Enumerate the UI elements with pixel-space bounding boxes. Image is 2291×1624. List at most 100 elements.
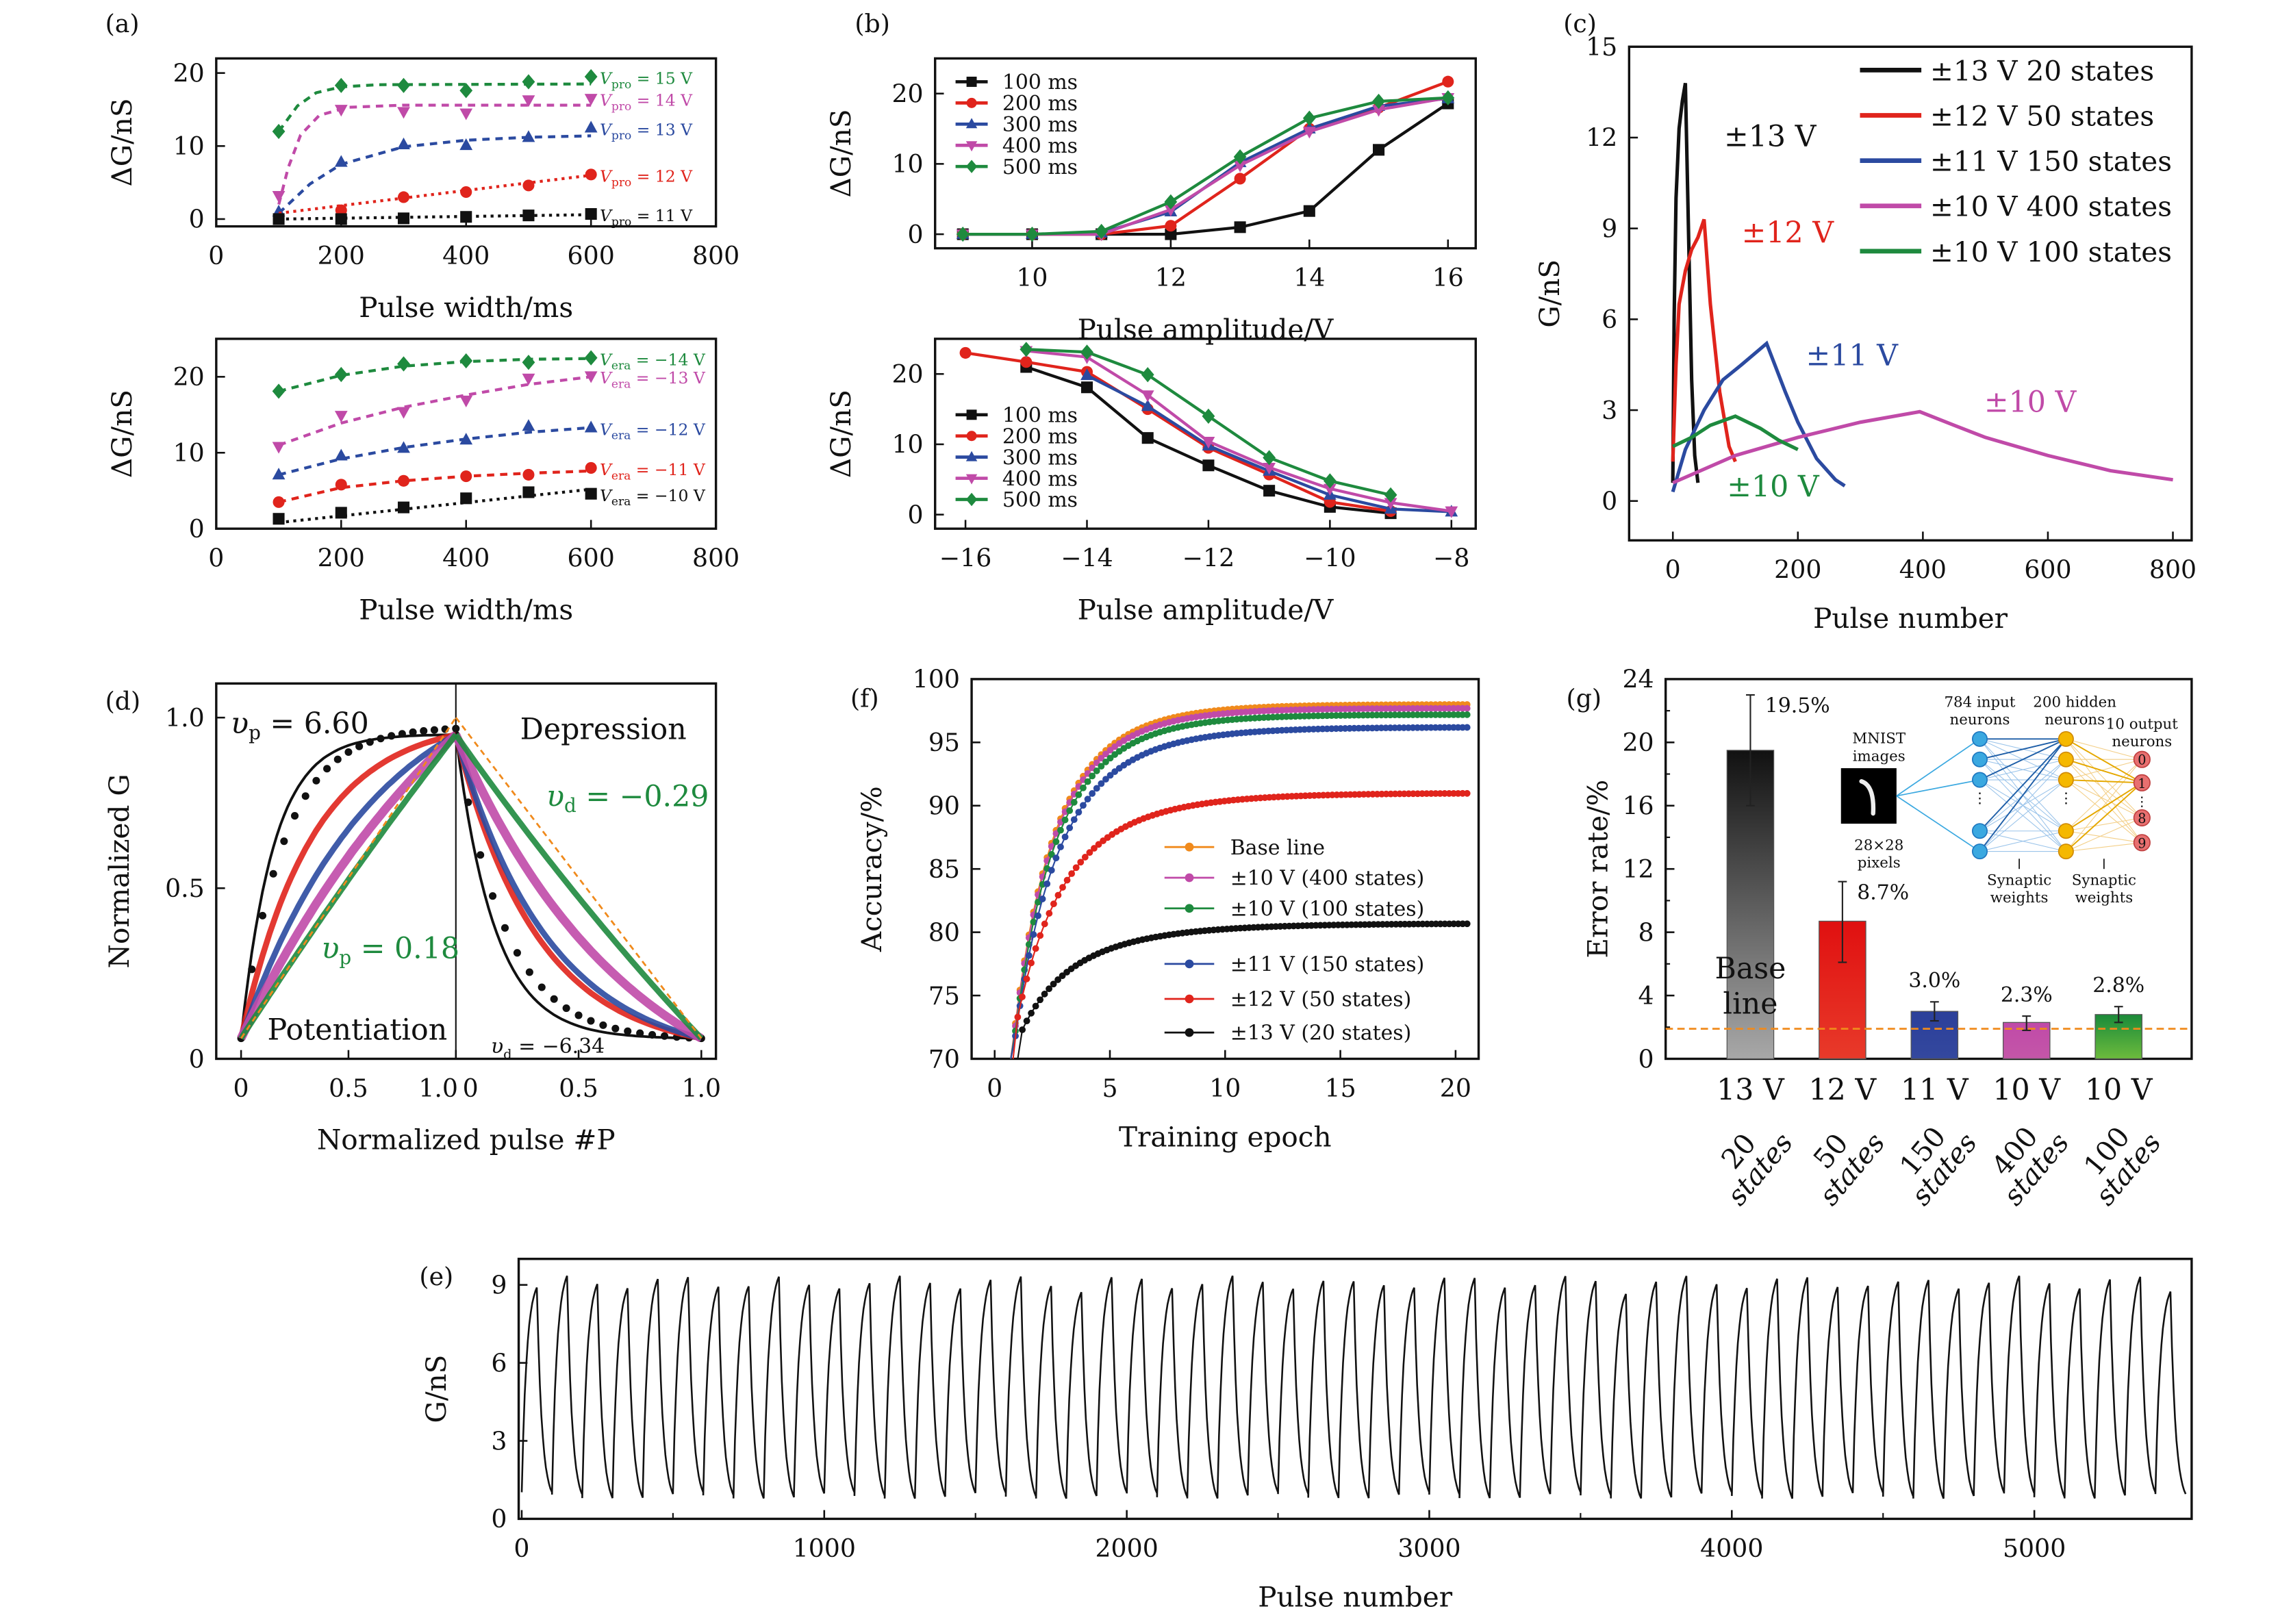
input-neuron — [1971, 843, 1988, 860]
synapse — [1979, 779, 2066, 852]
legend-label: 400 ms — [1002, 134, 1078, 158]
marker-circle — [1075, 809, 1083, 816]
series-label: Vpro = 12 V — [600, 167, 693, 190]
marker-circle — [1106, 772, 1114, 779]
marker-circle — [1028, 1009, 1035, 1017]
marker-circle — [1106, 754, 1114, 762]
fit-parameter: υp = 6.60 — [231, 707, 369, 744]
marker-square — [460, 211, 472, 223]
x-tick-label: −16 — [939, 544, 992, 573]
fit-parameter: υd = −6.34 — [491, 1035, 605, 1063]
marker-triangle-up — [397, 137, 410, 150]
y-tick-label: 95 — [928, 728, 960, 757]
y-tick-label: 6 — [491, 1348, 507, 1378]
y-tick-label: 10 — [891, 149, 923, 179]
category-label: 10 V — [1992, 1073, 2061, 1107]
y-tick-label: 20 — [891, 359, 923, 389]
marker-circle — [624, 1027, 632, 1035]
y-tick-label: 0 — [189, 205, 205, 234]
marker-circle — [1048, 867, 1055, 874]
input-neuron — [1971, 751, 1988, 767]
panel-label: (e) — [419, 1262, 453, 1291]
y-tick-label: 24 — [1622, 665, 1654, 694]
marker-circle — [366, 738, 374, 746]
bar-value-label: 2.8% — [2092, 974, 2144, 998]
marker-triangle-down — [459, 395, 473, 407]
marker-square — [1165, 228, 1177, 240]
marker-circle — [1442, 75, 1454, 88]
depression-label: Depression — [520, 712, 687, 746]
y-tick-label: 16 — [1622, 791, 1654, 821]
series — [237, 724, 705, 1043]
marker-circle — [1463, 920, 1471, 928]
input-connection — [1896, 795, 1980, 852]
marker-triangle-down — [965, 141, 978, 152]
marker-circle — [1014, 1013, 1022, 1021]
x-axis-label: Pulse number — [1258, 1580, 1453, 1613]
synapse — [2066, 817, 2142, 832]
synapse — [2066, 779, 2142, 843]
marker-triangle-up — [584, 420, 598, 433]
chart-e: 0 3 6 9 0 1000 2000 3000 4000 5000 Pulse number G/n… — [419, 1258, 2193, 1613]
inset-label: neurons — [2112, 733, 2172, 750]
marker-diamond — [522, 74, 535, 90]
marker-circle — [1061, 816, 1069, 824]
marker-triangle-down — [1141, 390, 1154, 403]
x-axis-label: Training epoch — [1119, 1120, 1332, 1153]
marker-circle — [398, 730, 406, 738]
legend-label: 200 ms — [1002, 424, 1078, 448]
marker-circle — [959, 346, 972, 359]
marker-circle — [1030, 918, 1037, 926]
y-tick-label: 20 — [1622, 728, 1654, 757]
synapse — [2066, 759, 2142, 832]
marker-circle — [1075, 791, 1083, 798]
potentiation-curve — [238, 731, 457, 1039]
marker-circle — [290, 812, 299, 820]
marker-circle — [1463, 789, 1471, 797]
curve-annotation: ±10 V — [1984, 385, 2077, 420]
subcategory-label: 400states — [1975, 1108, 2075, 1212]
depression-curve — [454, 734, 702, 1040]
series-label: Vera = −10 V — [600, 486, 706, 509]
output-digit: 9 — [2138, 835, 2146, 851]
x-axis-label: Pulse number — [1813, 602, 2008, 635]
y-tick-label: 20 — [891, 79, 923, 108]
marker-circle — [420, 727, 428, 735]
subcategory-label: 150states — [1883, 1108, 1983, 1212]
x-tick-label: 20 — [1440, 1074, 1471, 1103]
marker-diamond — [1384, 487, 1397, 503]
synapse — [1979, 759, 2066, 781]
legend-label: ±12 V (50 states) — [1230, 988, 1412, 1012]
marker-circle — [344, 748, 353, 757]
baseline-label: Base — [1714, 952, 1786, 986]
inset-label: images — [1853, 748, 1906, 765]
marker-triangle-up — [272, 468, 286, 480]
marker-triangle-down — [1372, 105, 1385, 117]
series-label: Vera = −11 V — [600, 460, 706, 483]
y-tick-label: 90 — [928, 791, 960, 821]
y-tick-label: 80 — [928, 917, 960, 947]
x-axis-label: Normalized pulse #P — [317, 1124, 616, 1156]
plot-frame — [215, 682, 718, 1061]
legend-label: 100 ms — [1002, 71, 1078, 94]
marker-triangle-up — [334, 448, 348, 461]
series-line — [1671, 340, 1846, 493]
series: Vera = −12 V — [272, 419, 706, 480]
output-neuron — [2133, 834, 2151, 852]
plot-frame — [517, 1258, 2193, 1521]
marker-triangle-down — [1263, 463, 1276, 475]
marker-diamond — [1164, 194, 1178, 210]
marker-circle — [1098, 780, 1105, 787]
marker-circle — [1043, 880, 1051, 887]
depression-curve — [453, 733, 703, 1041]
marker-square — [585, 487, 597, 500]
marker-circle — [1050, 980, 1057, 988]
ellipsis: ⋮ — [2136, 794, 2149, 809]
y-tick-label: 0 — [189, 1044, 205, 1074]
y-tick-label: 0.5 — [165, 874, 205, 903]
hidden-neuron — [2058, 731, 2074, 747]
category-label: 12 V — [1809, 1073, 1877, 1107]
marker-circle — [258, 911, 267, 919]
marker-triangle-down — [1323, 483, 1337, 496]
marker-diamond — [1026, 226, 1039, 242]
